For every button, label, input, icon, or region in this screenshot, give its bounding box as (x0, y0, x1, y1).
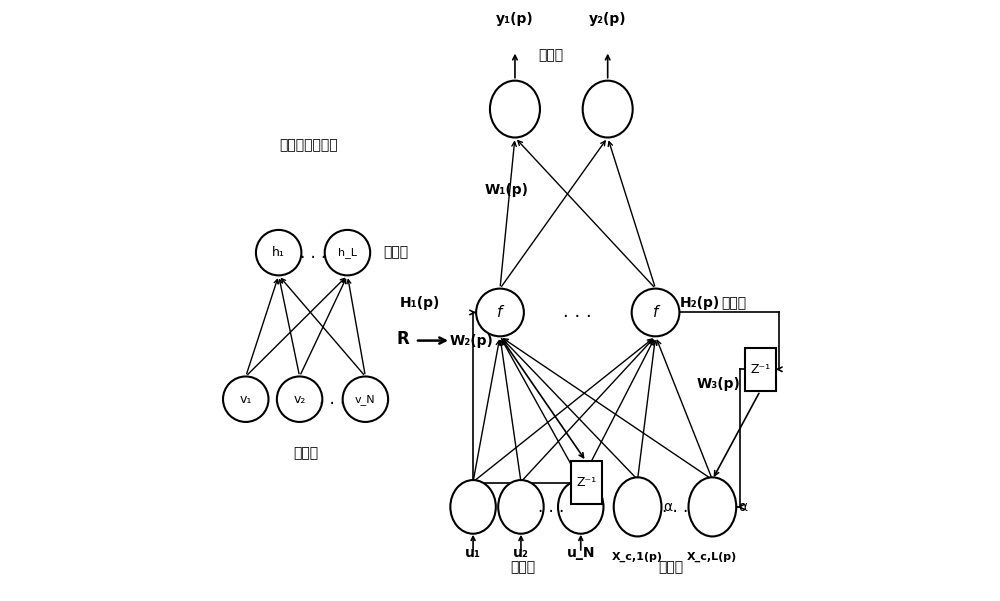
Ellipse shape (450, 480, 496, 534)
Circle shape (256, 230, 301, 275)
Text: W₃(p): W₃(p) (696, 377, 740, 391)
Text: . . .: . . . (300, 243, 326, 261)
Ellipse shape (498, 480, 544, 534)
Text: . . .: . . . (538, 498, 564, 516)
Text: Z⁻¹: Z⁻¹ (750, 363, 770, 376)
Text: f: f (497, 305, 503, 320)
Text: y₂(p): y₂(p) (589, 13, 626, 26)
Text: h_L: h_L (338, 247, 357, 258)
Text: 输出层: 输出层 (538, 48, 563, 63)
Circle shape (223, 376, 268, 422)
Text: h₁: h₁ (272, 246, 285, 259)
Text: u₂: u₂ (513, 546, 529, 560)
Circle shape (325, 230, 370, 275)
Text: R: R (397, 331, 409, 349)
Text: v_N: v_N (355, 394, 376, 404)
Text: X_c,L(p): X_c,L(p) (687, 551, 737, 562)
Text: . . .: . . . (563, 304, 592, 322)
Text: f: f (653, 305, 658, 320)
Text: H₁(p): H₁(p) (400, 296, 440, 311)
Circle shape (476, 288, 524, 337)
Text: 输入层: 输入层 (510, 560, 535, 574)
Circle shape (343, 376, 388, 422)
Text: α: α (738, 500, 747, 514)
Text: H₂(p): H₂(p) (679, 296, 720, 311)
Text: W₂(p): W₂(p) (449, 334, 493, 347)
Text: 中间层: 中间层 (721, 296, 746, 311)
Text: y₁(p): y₁(p) (496, 13, 534, 26)
Text: u₁: u₁ (465, 546, 481, 560)
Text: 隐含层: 隐含层 (383, 246, 408, 260)
Text: Z⁻¹: Z⁻¹ (576, 477, 596, 489)
Ellipse shape (490, 81, 540, 138)
Text: X_c,1(p): X_c,1(p) (612, 551, 663, 562)
Text: v₂: v₂ (293, 392, 306, 406)
Text: . . .: . . . (319, 390, 346, 408)
Text: . . .: . . . (662, 498, 688, 516)
Text: v₁: v₁ (240, 392, 252, 406)
FancyBboxPatch shape (745, 348, 776, 391)
Text: 承接层: 承接层 (658, 560, 683, 574)
Ellipse shape (688, 477, 736, 537)
FancyBboxPatch shape (571, 462, 602, 504)
Ellipse shape (583, 81, 633, 138)
Circle shape (277, 376, 322, 422)
Text: 限制玻尔兹曼机: 限制玻尔兹曼机 (279, 138, 338, 152)
Text: u_N: u_N (567, 546, 595, 560)
Text: α: α (663, 500, 672, 514)
Circle shape (632, 288, 679, 337)
Text: 可视层: 可视层 (293, 446, 318, 460)
Text: W₁(p): W₁(p) (485, 183, 529, 197)
Ellipse shape (614, 477, 661, 537)
Ellipse shape (558, 480, 603, 534)
